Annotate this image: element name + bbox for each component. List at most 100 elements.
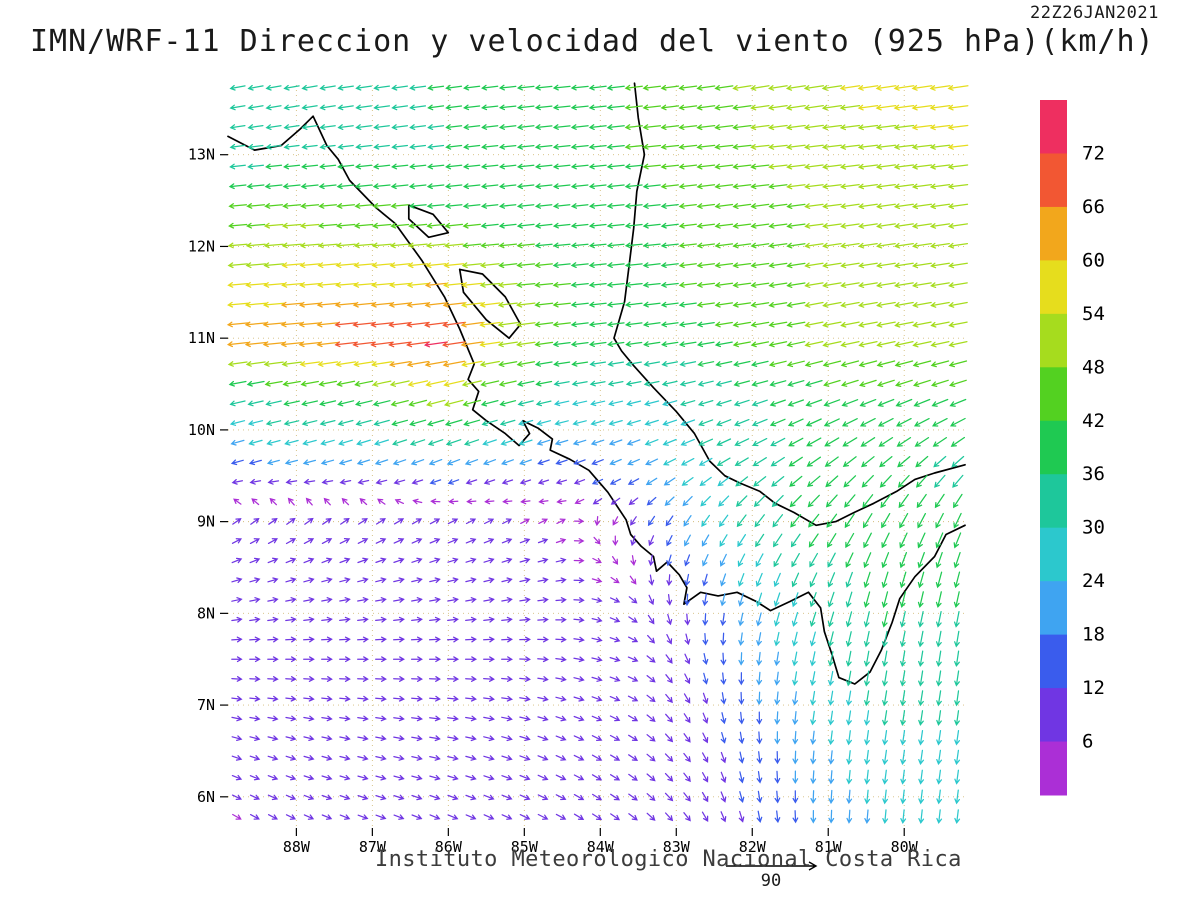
wind-arrow <box>483 774 495 781</box>
wind-arrow <box>610 813 621 821</box>
wind-arrow <box>445 84 463 91</box>
wind-arrow <box>339 597 351 603</box>
wind-arrow <box>720 811 727 823</box>
wind-arrow <box>303 478 316 485</box>
coastline-lake-nicaragua <box>458 268 522 340</box>
wind-arrow <box>357 557 369 564</box>
wind-arrow <box>738 612 744 627</box>
wind-arrow <box>375 518 386 525</box>
wind-arrow <box>516 380 535 387</box>
wind-arrow <box>949 379 967 388</box>
wind-arrow <box>303 814 315 820</box>
wind-arrow <box>424 360 448 368</box>
lat-tick-label: 6N <box>197 788 215 806</box>
wind-arrow <box>231 597 243 603</box>
wind-arrow <box>929 124 951 131</box>
wind-arrow <box>609 676 621 682</box>
wind-arrow <box>679 400 696 407</box>
wind-arrow <box>750 321 770 328</box>
wind-arrow <box>409 84 427 91</box>
wind-arrow <box>913 379 931 388</box>
wind-arrow <box>627 695 639 702</box>
wind-arrow <box>823 418 840 427</box>
wind-arrow <box>771 475 785 487</box>
wind-arrow <box>353 242 374 249</box>
wind-arrow <box>537 813 549 820</box>
wind-arrow <box>768 143 788 150</box>
wind-arrow <box>424 301 448 308</box>
wind-arrow <box>630 516 637 526</box>
wind-arrow <box>412 498 423 505</box>
wind-arrow <box>791 552 800 568</box>
wind-arrow <box>318 380 338 387</box>
wind-arrow <box>770 437 786 447</box>
wind-arrow <box>893 124 915 131</box>
wind-arrow <box>644 419 659 426</box>
wind-arrow <box>842 437 858 447</box>
wind-arrow <box>516 143 535 150</box>
wind-arrow <box>570 262 589 269</box>
wind-arrow <box>824 456 839 467</box>
colorbar-segment <box>1040 206 1067 261</box>
wind-arrow <box>642 143 662 150</box>
wind-arrow <box>845 571 853 588</box>
wind-arrow <box>411 479 424 485</box>
wind-arrow <box>845 532 855 549</box>
wind-arrow <box>249 695 261 702</box>
wind-arrow <box>768 85 788 91</box>
wind-arrow <box>228 203 248 209</box>
wind-arrow <box>534 124 553 130</box>
wind-arrow <box>447 715 459 722</box>
wind-arrow <box>863 650 870 668</box>
wind-arrow <box>483 479 496 485</box>
wind-arrow <box>428 676 441 682</box>
wind-arrow <box>900 789 907 805</box>
wind-arrow <box>301 420 318 427</box>
wind-arrow <box>684 593 691 607</box>
wind-arrow <box>642 203 661 209</box>
wind-arrow <box>882 789 889 805</box>
wind-arrow <box>935 630 942 648</box>
wind-arrow <box>805 399 823 407</box>
wind-arrow <box>323 497 331 506</box>
wind-arrow <box>665 654 673 664</box>
wind-arrow <box>936 809 943 825</box>
wind-arrow <box>606 104 625 111</box>
wind-arrow <box>429 715 441 722</box>
wind-arrow <box>339 636 351 643</box>
wind-arrow <box>881 552 890 569</box>
wind-arrow <box>229 420 246 426</box>
reference-vector-label: 90 <box>761 871 781 891</box>
wind-arrow <box>231 774 243 781</box>
wind-arrow <box>877 417 894 427</box>
wind-arrow <box>678 341 697 348</box>
wind-arrow <box>428 656 442 663</box>
wind-arrow <box>774 651 780 667</box>
wind-arrow <box>463 104 481 111</box>
wind-arrow <box>356 439 371 446</box>
wind-arrow <box>321 695 333 702</box>
wind-arrow <box>393 794 405 801</box>
wind-arrow <box>954 650 960 668</box>
wind-arrow <box>321 735 333 742</box>
wind-arrow <box>803 124 824 131</box>
wind-arrow <box>519 735 531 742</box>
wind-arrow <box>660 321 679 328</box>
wind-arrow <box>321 794 333 801</box>
wind-arrow <box>881 512 891 529</box>
wind-arrow <box>948 282 968 289</box>
wind-arrow <box>375 755 387 761</box>
wind-arrow <box>591 636 603 643</box>
wind-arrow <box>263 361 284 367</box>
wind-arrow <box>352 321 376 328</box>
wind-arrow <box>484 498 495 505</box>
wind-arrow <box>624 222 643 229</box>
wind-arrow <box>822 301 842 308</box>
wind-arrow <box>786 124 806 131</box>
lon-tick-label: 86W <box>435 838 463 856</box>
wind-arrow <box>660 84 680 91</box>
wind-arrow <box>426 203 445 209</box>
wind-arrow <box>555 813 567 820</box>
wind-arrow <box>517 400 534 407</box>
wind-arrow <box>447 537 459 544</box>
